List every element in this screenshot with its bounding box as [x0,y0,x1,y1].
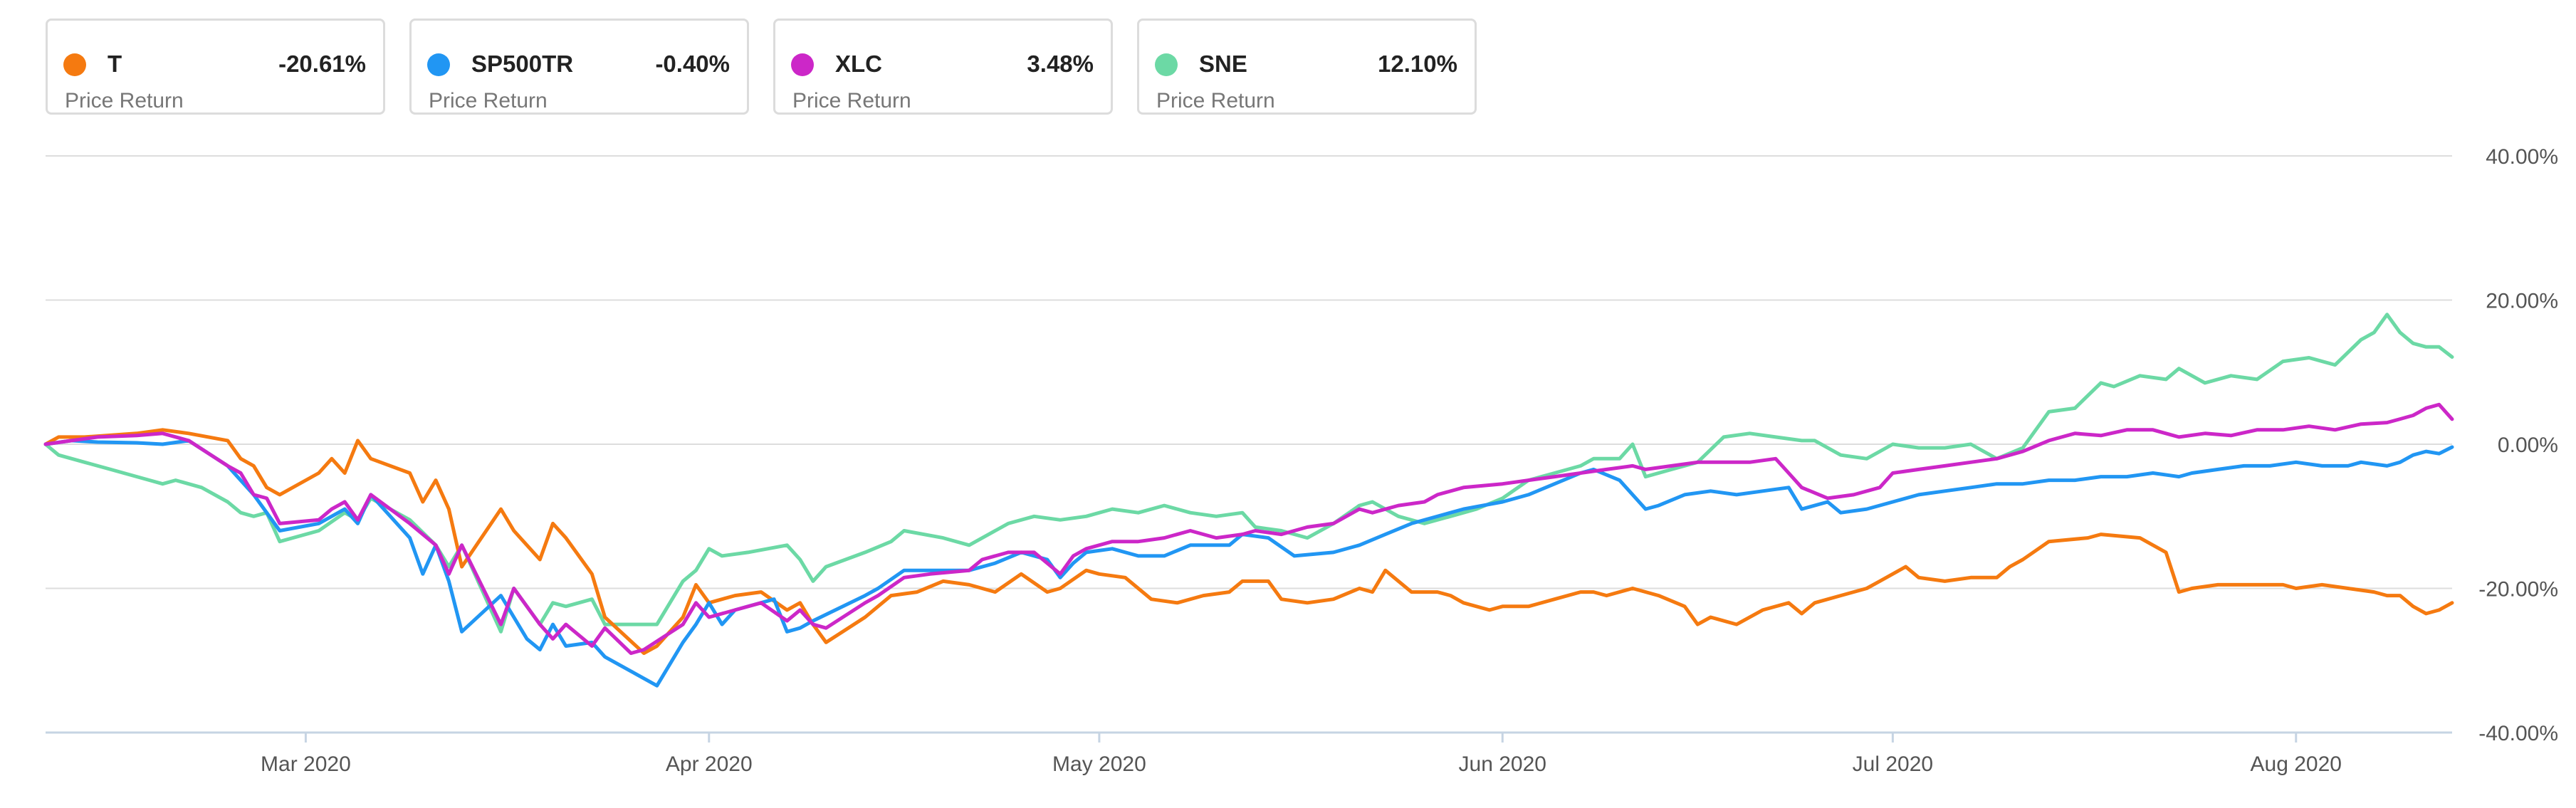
gridlines [46,155,2452,734]
legend-dot-sne [1155,53,1178,76]
legend-change-sp500tr: -0.40% [655,51,730,77]
x-tick-label: May 2020 [1052,752,1146,776]
legend-metric-sp500tr: Price Return [429,89,548,112]
series-line-sp500tr[interactable] [43,439,2454,688]
legend-dot-sp500tr [427,53,450,76]
legend-card-sne[interactable]: SNE 12.10% Price Return [1137,19,1477,115]
legend-ticker-t: T [108,51,122,77]
y-tick-label: 20.00% [2486,290,2558,313]
legend-change-xlc: 3.48% [1027,51,1094,77]
y-tick-label: -40.00% [2478,722,2558,745]
legend-card-t[interactable]: T -20.61% Price Return [46,19,385,115]
series-line-xlc[interactable] [43,402,2454,656]
y-tick-label: -20.00% [2478,578,2558,602]
x-tick-label: Apr 2020 [666,752,753,776]
y-tick-label: 40.00% [2486,145,2558,169]
series-lines [43,313,2454,688]
x-tick-label: Jul 2020 [1853,752,1933,776]
x-tick-label: Mar 2020 [261,752,351,776]
x-tick-label: Jun 2020 [1459,752,1546,776]
legend-dot-xlc [791,53,814,76]
legend-ticker-sne: SNE [1199,51,1247,77]
legend-change-t: -20.61% [278,51,366,77]
legend-card-sp500tr[interactable]: SP500TR -0.40% Price Return [409,19,749,115]
legend: T -20.61% Price Return SP500TR -0.40% Pr… [46,19,1477,115]
legend-metric-t: Price Return [65,89,184,112]
y-tick-label: 0.00% [2498,434,2558,457]
legend-ticker-xlc: XLC [835,51,882,77]
series-line-t[interactable] [43,428,2454,656]
legend-metric-xlc: Price Return [792,89,911,112]
legend-card-xlc[interactable]: XLC 3.48% Price Return [773,19,1113,115]
legend-ticker-sp500tr: SP500TR [471,51,574,77]
legend-metric-sne: Price Return [1156,89,1275,112]
legend-change-sne: 12.10% [1378,51,1457,77]
legend-dot-t [63,53,86,76]
x-tick-label: Aug 2020 [2251,752,2342,776]
axes: 40.00% 20.00% 0.00% -20.00% -40.00% Mar 2020 A… [261,145,2558,776]
